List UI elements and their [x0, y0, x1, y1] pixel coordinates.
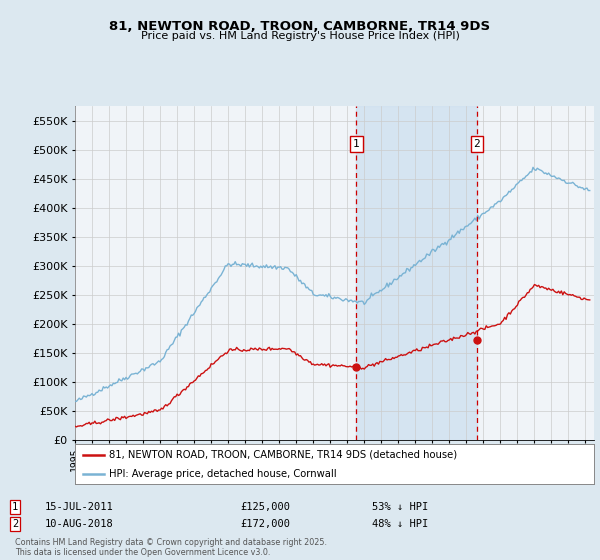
Text: 81, NEWTON ROAD, TROON, CAMBORNE, TR14 9DS: 81, NEWTON ROAD, TROON, CAMBORNE, TR14 9… [109, 20, 491, 32]
Bar [356, 106, 477, 440]
Text: HPI: Average price, detached house, Cornwall: HPI: Average price, detached house, Corn… [109, 469, 337, 479]
Text: 81, NEWTON ROAD, TROON, CAMBORNE, TR14 9DS (detached house): 81, NEWTON ROAD, TROON, CAMBORNE, TR14 9… [109, 450, 457, 460]
Text: 2: 2 [473, 139, 480, 149]
Text: 2: 2 [12, 519, 18, 529]
Text: 53% ↓ HPI: 53% ↓ HPI [372, 502, 428, 512]
Text: 15-JUL-2011: 15-JUL-2011 [45, 502, 114, 512]
Text: Contains HM Land Registry data © Crown copyright and database right 2025.
This d: Contains HM Land Registry data © Crown c… [15, 538, 327, 557]
Text: £172,000: £172,000 [240, 519, 290, 529]
Text: 10-AUG-2018: 10-AUG-2018 [45, 519, 114, 529]
Text: 1: 1 [12, 502, 18, 512]
Text: £125,000: £125,000 [240, 502, 290, 512]
Text: 48% ↓ HPI: 48% ↓ HPI [372, 519, 428, 529]
Text: Price paid vs. HM Land Registry's House Price Index (HPI): Price paid vs. HM Land Registry's House … [140, 31, 460, 41]
Text: 1: 1 [353, 139, 360, 149]
